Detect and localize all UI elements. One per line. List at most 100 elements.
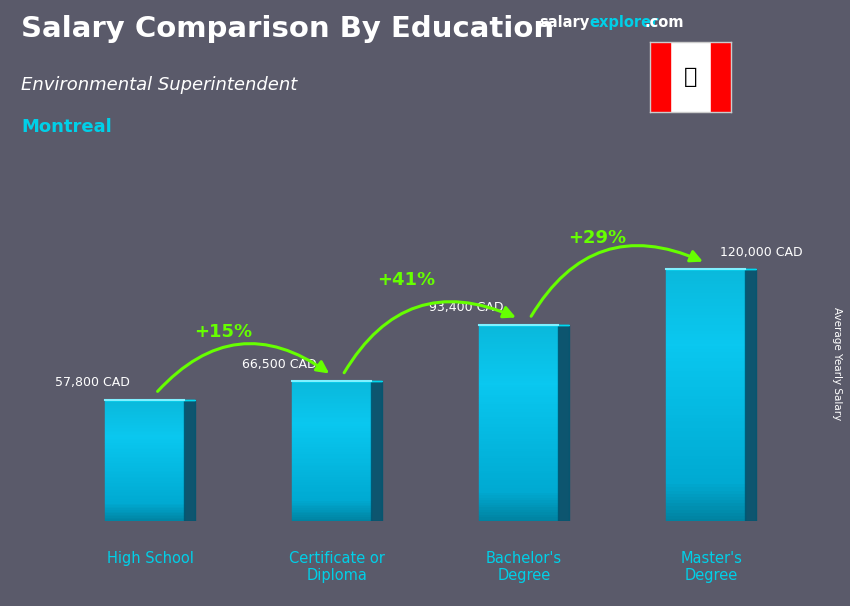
Bar — [292, 406, 371, 408]
Bar — [105, 495, 184, 497]
Bar — [479, 484, 558, 487]
Bar — [666, 401, 745, 405]
Bar — [479, 467, 558, 470]
Bar — [479, 374, 558, 376]
Bar — [105, 418, 184, 419]
Bar — [666, 332, 745, 335]
Bar — [105, 516, 184, 518]
Bar — [666, 445, 745, 448]
Polygon shape — [745, 269, 756, 521]
Bar — [105, 404, 184, 406]
Bar — [105, 461, 184, 462]
Bar — [105, 400, 184, 401]
Bar — [666, 269, 745, 272]
Bar — [479, 339, 558, 342]
Bar — [105, 488, 184, 489]
Bar — [105, 442, 184, 444]
Bar — [292, 462, 371, 464]
Bar — [105, 458, 184, 459]
Bar — [479, 440, 558, 442]
Bar — [666, 304, 745, 307]
Bar — [292, 502, 371, 504]
Bar — [666, 484, 745, 487]
Bar — [292, 450, 371, 451]
Bar — [666, 329, 745, 332]
Bar — [666, 490, 745, 493]
Bar — [666, 411, 745, 414]
Bar — [105, 477, 184, 479]
Bar — [292, 493, 371, 495]
Bar — [292, 385, 371, 387]
Bar — [292, 392, 371, 394]
Bar — [479, 423, 558, 425]
Bar — [105, 471, 184, 473]
Bar — [292, 453, 371, 454]
Bar — [666, 427, 745, 430]
Bar — [292, 495, 371, 497]
Bar — [292, 484, 371, 486]
Bar — [292, 514, 371, 516]
Bar — [666, 338, 745, 342]
Bar — [292, 415, 371, 416]
Bar — [479, 394, 558, 396]
Bar — [479, 364, 558, 367]
Bar — [479, 465, 558, 467]
Bar — [666, 414, 745, 417]
Bar — [105, 479, 184, 480]
Bar — [479, 477, 558, 479]
Bar — [292, 519, 371, 521]
Bar — [105, 513, 184, 515]
Bar — [105, 435, 184, 436]
Bar — [479, 352, 558, 355]
Bar — [105, 415, 184, 416]
Text: Average Yearly Salary: Average Yearly Salary — [832, 307, 842, 420]
Bar — [666, 477, 745, 480]
Bar — [479, 421, 558, 423]
Bar — [666, 351, 745, 354]
Bar — [292, 456, 371, 458]
Bar — [666, 502, 745, 505]
Polygon shape — [371, 381, 382, 521]
Bar — [292, 420, 371, 422]
Bar — [292, 427, 371, 428]
Bar — [666, 301, 745, 304]
Bar — [292, 413, 371, 415]
Bar — [292, 490, 371, 491]
Bar — [105, 416, 184, 418]
Bar — [105, 485, 184, 486]
Bar — [666, 389, 745, 392]
Bar — [105, 451, 184, 453]
Bar — [292, 383, 371, 385]
Bar — [666, 398, 745, 401]
Bar — [666, 316, 745, 319]
Polygon shape — [558, 325, 569, 521]
Bar — [105, 468, 184, 470]
Bar — [105, 519, 184, 521]
Bar — [292, 451, 371, 453]
Bar — [666, 282, 745, 285]
Bar — [479, 442, 558, 445]
Bar — [666, 307, 745, 310]
Bar — [292, 424, 371, 425]
Bar — [479, 430, 558, 433]
Bar — [105, 413, 184, 415]
Bar — [666, 275, 745, 279]
Bar — [479, 381, 558, 384]
Bar — [105, 412, 184, 413]
Bar — [479, 453, 558, 455]
Bar — [105, 467, 184, 468]
Bar — [292, 399, 371, 401]
Bar — [666, 326, 745, 329]
Bar — [479, 470, 558, 472]
Bar — [666, 417, 745, 421]
Bar — [105, 473, 184, 474]
Bar — [292, 486, 371, 488]
Bar — [105, 518, 184, 519]
Bar — [105, 486, 184, 488]
Bar — [479, 347, 558, 350]
Bar — [105, 494, 184, 495]
Bar — [479, 335, 558, 337]
Bar — [666, 354, 745, 358]
Bar — [292, 479, 371, 481]
Bar — [105, 462, 184, 464]
